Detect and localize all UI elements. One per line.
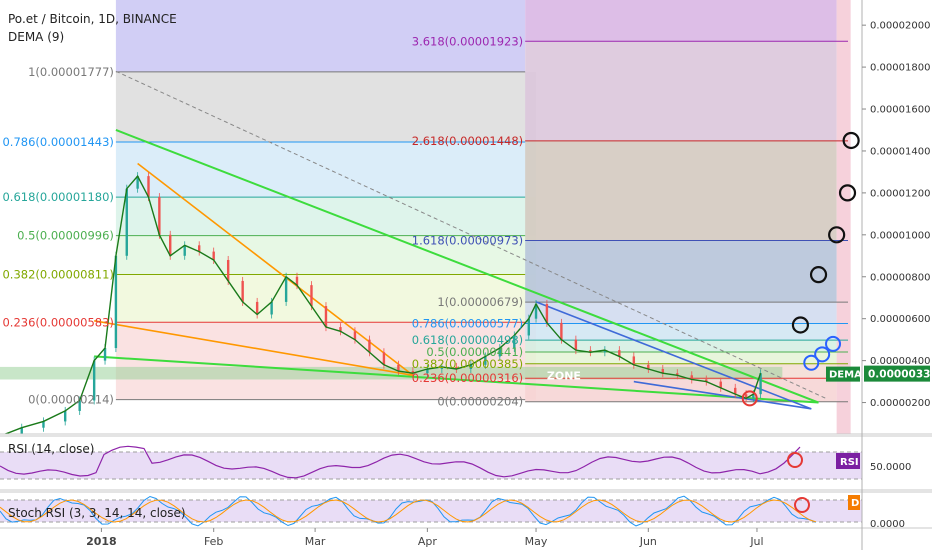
fib-right-ext-band [525,141,836,241]
price-tick-label: 0.00000600 [870,314,930,325]
fib-left-label: 1(0.00001777) [28,65,114,79]
last-price-label: 0.00000338 [868,369,932,381]
fib-right-label: 1(0.00000679) [437,295,523,309]
rsi-title: RSI (14, close) [8,442,94,456]
fib-left-band [116,142,536,197]
rsi-badge-label: RSI [840,457,859,468]
date-tick-label: Jun [639,535,657,548]
price-tick-label: 0.00000400 [870,356,930,367]
fib-right-label: 0.236(0.00000316) [412,371,523,385]
zone-label: ZONE [547,369,581,382]
price-tick-label: 0.00000800 [870,272,930,283]
chart-title: Po.et / Bitcoin, 1D, BINANCE [8,12,177,26]
dema-tag-label: DEMA [829,370,862,381]
fib-right-label: 1.618(0.00000973) [412,233,523,247]
price-tick-label: 0.00000200 [870,398,930,409]
fib-right-ext-band [525,0,836,41]
indicator-label: DEMA (9) [8,30,64,44]
fib-right-label: 0.786(0.00000577) [412,317,523,331]
fib-left-band [116,72,536,142]
fib-left-label: 0.618(0.00001180) [2,190,113,204]
fib-right-band [525,324,836,341]
date-tick-label: 2018 [86,535,117,548]
price-tick-label: 0.00001400 [870,146,930,157]
fib-right-label: 0.382(0.00000385) [412,357,523,371]
fib-right-band [525,302,836,323]
fib-left-label: 0.786(0.00001443) [2,135,113,149]
price-tick-label: 0.00001000 [870,230,930,241]
price-tick-label: 0.00001200 [870,188,930,199]
fib-right-ext-band [525,41,836,141]
stoch-title: Stoch RSI (3, 3, 14, 14, close) [8,506,186,520]
rsi-axis-label: 50.0000 [870,462,911,473]
fib-right-label: 2.618(0.00001448) [412,134,523,148]
date-tick-label: Apr [418,535,438,548]
price-tick-label: 0.00002000 [870,21,930,32]
fib-right-label: 3.618(0.00001923) [412,34,523,48]
fib-left-band [116,197,536,236]
stoch-axis-label: 0.0000 [870,519,905,530]
price-tick-label: 0.00001600 [870,105,930,116]
rsi-band [0,452,862,479]
date-tick-label: May [525,535,548,548]
fib-right-ext-band [525,240,836,302]
fib-right-label: 0(0.00000204) [437,395,523,409]
fib-left-label: 0.236(0.00000583) [2,315,113,329]
fib-left-label: 0(0.00000214) [28,393,114,407]
price-tick-label: 0.00001800 [870,63,930,74]
date-tick-label: Feb [204,535,223,548]
fib-left-label: 0.5(0.00000996) [17,229,114,243]
date-tick-label: Mar [305,535,326,548]
stoch-badge-label: D [851,498,859,509]
fib-left-label: 0.382(0.00000811) [2,267,113,281]
date-tick-label: Jul [749,535,763,548]
